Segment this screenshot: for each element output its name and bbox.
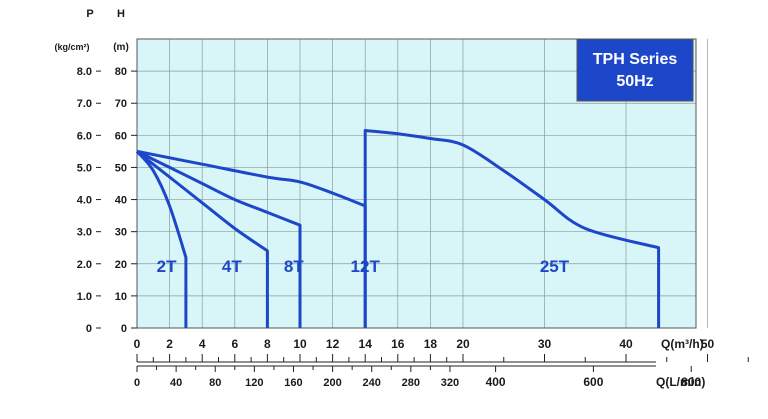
flow-tick-label: 16: [391, 337, 405, 351]
flow-tick-label: 8: [264, 337, 271, 351]
curve-label-4t: 4T: [222, 257, 242, 276]
lmin-tick-label: 320: [441, 377, 459, 389]
curves: [135, 129, 661, 328]
pressure-axis-symbol: P: [86, 8, 93, 20]
pressure-tick-label: 4.0: [77, 195, 92, 207]
flow-tick-label: 4: [199, 337, 206, 351]
lmin-tick-label: 240: [363, 377, 381, 389]
lmin-tick-label: 40: [170, 377, 182, 389]
pressure-tick-label: 3.0: [77, 227, 92, 239]
curve-label-2t: 2T: [157, 257, 177, 276]
curve-label-8t: 8T: [284, 257, 304, 276]
flow-tick-label: 12: [326, 337, 340, 351]
flow-tick-label: 30: [538, 337, 552, 351]
pressure-tick-label: 6.0: [77, 130, 92, 142]
left-axes: P (kg/cm²) H (m) 0 1.0 2.0 3.0 4.0 5.0 6.0 7.0 8…: [54, 8, 137, 335]
title-box-bg: [576, 38, 694, 102]
flow-axis-label: Q(m³/h): [661, 337, 704, 351]
pressure-tick-label: 2.0: [77, 259, 92, 271]
lmin-tick-label: 160: [284, 377, 302, 389]
pressure-tick-label: 1.0: [77, 291, 92, 303]
title-box: TPH Series 50Hz: [576, 38, 694, 102]
lmin-tick-label: 280: [402, 377, 420, 389]
flow-tick-label: 2: [166, 337, 173, 351]
head-tick-label: 50: [115, 162, 127, 174]
flow-tick-label: 20: [456, 337, 470, 351]
pressure-tick-label: 5.0: [77, 162, 92, 174]
flow-tick-label: 10: [293, 337, 307, 351]
head-tick-label: 20: [115, 259, 127, 271]
bottom-axes: Q(m³/h) Q(L/min) 0 2 4 6 8 10 12 14 16 18 20 30 40 50…: [134, 337, 749, 389]
lmin-tick-label: 0: [134, 377, 140, 389]
curve-12t: [136, 149, 367, 328]
curve-25t: [363, 129, 661, 328]
flow-tick-label: 50: [701, 337, 715, 351]
flow-tick-label: 40: [619, 337, 633, 351]
lmin-tick-label: 80: [209, 377, 221, 389]
lmin-tick-label: 800: [681, 375, 701, 389]
title-line-1: TPH Series: [593, 51, 678, 68]
curve-8t: [136, 150, 302, 328]
lmin-tick-label: 400: [486, 375, 506, 389]
flow-tick-label: 0: [134, 337, 141, 351]
head-tick-label: 60: [115, 130, 127, 142]
head-tick-label: 80: [115, 66, 127, 78]
curve-labels: 2T 4T 8T 12T 25T: [157, 257, 570, 276]
lmin-tick-label: 600: [583, 375, 603, 389]
pressure-tick-label: 7.0: [77, 98, 92, 110]
curve-4t: [136, 150, 269, 328]
head-tick-label: 0: [121, 323, 127, 335]
head-tick-label: 40: [115, 195, 127, 207]
head-tick-label: 30: [115, 227, 127, 239]
lmin-tick-label: 120: [245, 377, 263, 389]
flow-tick-label: 18: [424, 337, 438, 351]
curve-label-25t: 25T: [540, 257, 570, 276]
head-axis-unit: (m): [113, 42, 129, 53]
curve-2t: [135, 150, 188, 328]
title-line-2: 50Hz: [616, 73, 653, 90]
lmin-tick-label: 200: [323, 377, 341, 389]
head-axis-symbol: H: [117, 8, 125, 20]
pressure-tick-label: 0: [86, 323, 92, 335]
plot-border: [136, 38, 697, 329]
pressure-tick-label: 8.0: [77, 66, 92, 78]
head-tick-label: 10: [115, 291, 127, 303]
flow-tick-label: 6: [231, 337, 238, 351]
flow-tick-label: 14: [359, 337, 373, 351]
lmin-axis-label: Q(L/min): [656, 375, 705, 389]
curve-label-12t: 12T: [351, 257, 381, 276]
pressure-axis-unit: (kg/cm²): [54, 42, 89, 52]
head-tick-label: 70: [115, 98, 127, 110]
